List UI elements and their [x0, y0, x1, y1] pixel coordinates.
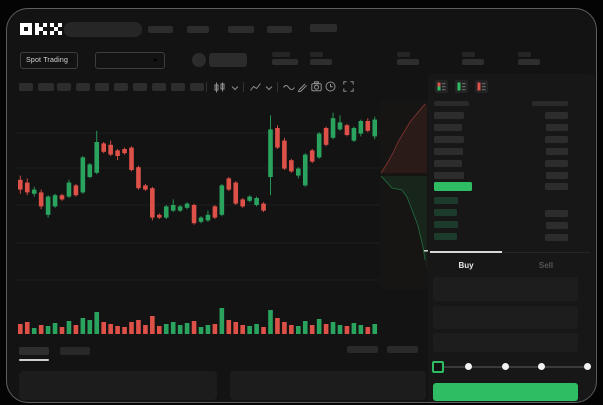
tab-sell[interactable]: Sell	[538, 261, 554, 270]
ask-row-amount[interactable]	[545, 160, 568, 167]
chevron-down-icon[interactable]	[265, 85, 273, 91]
slider-stop[interactable]	[502, 363, 509, 370]
pair-select[interactable]	[95, 52, 165, 69]
volume-chart	[18, 308, 378, 334]
bid-row-price[interactable]	[434, 233, 457, 240]
timeframe-button[interactable]	[38, 83, 54, 91]
last-price-amount[interactable]	[545, 183, 568, 190]
okx-logo	[20, 23, 62, 35]
timeframe-button[interactable]	[114, 83, 128, 91]
timeframe-button[interactable]	[133, 83, 147, 91]
orderbook-price-header	[434, 101, 469, 106]
timeframe-button[interactable]	[19, 83, 33, 91]
nav-item[interactable]	[148, 26, 173, 33]
bid-row-amount[interactable]	[546, 222, 568, 229]
amount-input[interactable]	[433, 306, 578, 329]
timeframe-button[interactable]	[95, 83, 109, 91]
stat-label	[272, 52, 290, 57]
toolbar-divider	[277, 82, 278, 92]
orderbook-view-all-button[interactable]	[435, 80, 448, 93]
toolbar-divider	[243, 82, 244, 92]
camera-icon[interactable]	[311, 81, 322, 92]
bid-row-price[interactable]	[434, 221, 458, 228]
ask-row-price[interactable]	[434, 160, 462, 167]
slider-stop[interactable]	[584, 363, 591, 370]
nav-item[interactable]	[267, 26, 292, 33]
slider-stop[interactable]	[538, 363, 545, 370]
nav-item[interactable]	[187, 26, 209, 33]
market-type-label: Spot Trading	[26, 57, 69, 64]
bottom-panel	[230, 371, 426, 400]
timeframe-button[interactable]	[190, 83, 204, 91]
chevron-down-icon	[153, 59, 158, 62]
slider-stop[interactable]	[465, 363, 472, 370]
fullscreen-icon[interactable]	[343, 81, 354, 92]
nav-item[interactable]	[228, 26, 254, 33]
last-price-marker	[424, 250, 428, 252]
timeframe-button[interactable]	[152, 83, 166, 91]
wave-icon[interactable]	[283, 83, 295, 92]
slider-handle[interactable]	[432, 361, 444, 373]
coin-icon	[192, 53, 206, 67]
market-type-select[interactable]: Spot Trading	[20, 52, 78, 69]
ask-row-price[interactable]	[434, 172, 464, 179]
bid-row-price[interactable]	[434, 197, 458, 204]
ask-row-price[interactable]	[434, 112, 464, 119]
tab-divider	[430, 252, 590, 253]
trading-window: Spot Trading	[6, 8, 597, 403]
bottom-tab[interactable]	[60, 347, 90, 355]
chevron-down-icon	[68, 59, 72, 62]
ask-row-price[interactable]	[434, 136, 464, 143]
total-input[interactable]	[433, 333, 578, 352]
ask-row-amount[interactable]	[545, 112, 568, 119]
ask-row-amount[interactable]	[545, 136, 568, 143]
timeframe-button[interactable]	[57, 83, 71, 91]
bid-row-amount[interactable]	[545, 210, 568, 217]
stat-value	[310, 59, 332, 65]
stat-label	[518, 52, 531, 57]
active-tab-indicator	[430, 251, 502, 253]
bid-row-amount[interactable]	[545, 234, 568, 241]
depth-profile	[380, 100, 428, 290]
toolbar-divider	[206, 82, 207, 92]
clock-icon[interactable]	[325, 81, 336, 92]
draw-icon[interactable]	[297, 81, 308, 92]
ask-row-price[interactable]	[434, 124, 462, 131]
ask-row-amount[interactable]	[546, 148, 568, 155]
ask-row-amount[interactable]	[546, 172, 568, 179]
candlestick-chart[interactable]	[15, 100, 430, 295]
bottom-tab-indicator	[19, 359, 49, 361]
stat-label	[397, 52, 410, 57]
bottom-action-button[interactable]	[387, 346, 418, 353]
bottom-action-button[interactable]	[347, 346, 378, 353]
stat-value	[397, 59, 419, 65]
stat-value	[518, 59, 540, 65]
ask-row-amount[interactable]	[546, 124, 568, 131]
price-input[interactable]	[433, 277, 578, 301]
timeframe-button[interactable]	[171, 83, 185, 91]
last-price-badge[interactable]	[434, 182, 472, 191]
nav-item[interactable]	[310, 24, 337, 32]
bottom-panel	[19, 371, 217, 400]
orderbook-amount-header	[532, 101, 568, 106]
stat-label	[310, 52, 323, 57]
tab-buy[interactable]: Buy	[458, 261, 474, 270]
pair-name-placeholder	[209, 53, 247, 67]
candle-type-icon[interactable]	[213, 82, 225, 93]
amount-slider-track[interactable]	[437, 366, 587, 368]
orderbook-view-bids-button[interactable]	[455, 80, 468, 93]
timeframe-button[interactable]	[76, 83, 90, 91]
search-input[interactable]	[64, 22, 142, 37]
ask-row-price[interactable]	[434, 148, 463, 155]
stat-value	[462, 59, 484, 65]
indicators-icon[interactable]	[249, 82, 261, 93]
orderbook-view-asks-button[interactable]	[475, 80, 488, 93]
stat-label	[462, 52, 475, 57]
bid-row-price[interactable]	[434, 209, 457, 216]
stat-value	[272, 59, 298, 65]
bottom-tab-active[interactable]	[19, 347, 49, 355]
buy-button[interactable]	[433, 383, 578, 401]
chevron-down-icon[interactable]	[231, 85, 239, 91]
